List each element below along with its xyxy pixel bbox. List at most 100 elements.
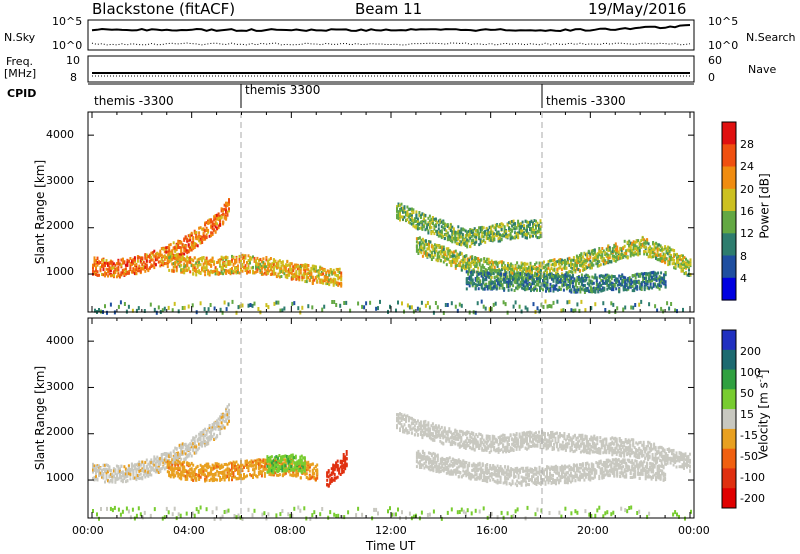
data-cell bbox=[263, 265, 266, 269]
data-cell bbox=[518, 304, 521, 309]
data-cell bbox=[636, 272, 639, 276]
data-cell bbox=[502, 261, 505, 265]
data-cell bbox=[620, 247, 623, 251]
data-cell bbox=[525, 278, 528, 282]
data-cell bbox=[485, 283, 488, 287]
data-cell bbox=[310, 271, 313, 275]
data-cell bbox=[474, 278, 477, 282]
data-cell bbox=[171, 461, 174, 465]
data-cell bbox=[211, 220, 214, 224]
data-cell bbox=[320, 281, 323, 285]
data-cell bbox=[325, 282, 328, 286]
data-cell bbox=[640, 282, 643, 286]
data-cell bbox=[105, 272, 108, 276]
data-cell bbox=[108, 268, 111, 272]
data-cell bbox=[497, 239, 500, 243]
data-cell bbox=[643, 245, 646, 249]
data-cell bbox=[205, 266, 208, 270]
data-cell bbox=[406, 303, 409, 308]
data-cell bbox=[163, 461, 166, 465]
data-cell bbox=[271, 262, 274, 266]
data-cell bbox=[579, 277, 582, 281]
data-cell bbox=[659, 257, 662, 260]
data-cell bbox=[198, 226, 201, 230]
data-cell bbox=[112, 273, 115, 277]
data-cell bbox=[293, 272, 296, 276]
data-cell bbox=[226, 413, 229, 417]
data-cell bbox=[447, 247, 450, 251]
data-cell bbox=[634, 282, 637, 286]
data-cell bbox=[308, 269, 311, 273]
data-cell bbox=[436, 229, 439, 233]
data-cell bbox=[452, 228, 455, 232]
data-cell bbox=[467, 229, 470, 233]
data-cell bbox=[631, 248, 634, 252]
data-cell bbox=[222, 418, 225, 422]
data-cell bbox=[465, 262, 468, 266]
data-cell bbox=[266, 263, 269, 266]
data-cell bbox=[156, 466, 159, 470]
data-cell bbox=[186, 444, 189, 448]
data-cell bbox=[202, 269, 205, 273]
data-cell bbox=[635, 245, 638, 249]
data-cell bbox=[487, 228, 490, 232]
data-cell bbox=[588, 283, 591, 287]
data-cell bbox=[253, 301, 256, 306]
data-cell bbox=[163, 306, 166, 311]
data-cell bbox=[407, 213, 410, 217]
data-cell bbox=[171, 308, 174, 313]
data-cell bbox=[498, 286, 501, 290]
data-cell bbox=[409, 207, 412, 211]
data-cell bbox=[269, 273, 272, 276]
data-cell bbox=[506, 283, 509, 287]
data-cell bbox=[171, 253, 174, 256]
data-cell bbox=[615, 281, 618, 284]
data-cell bbox=[489, 284, 492, 288]
data-cell bbox=[595, 258, 598, 262]
data-cell bbox=[463, 260, 466, 264]
data-cell bbox=[223, 419, 226, 423]
data-cell bbox=[220, 421, 223, 425]
data-cell bbox=[590, 250, 593, 254]
data-cell bbox=[96, 465, 99, 469]
data-cell bbox=[111, 475, 114, 479]
data-cell bbox=[433, 227, 436, 231]
data-cell bbox=[559, 265, 562, 269]
data-cell bbox=[235, 260, 238, 264]
data-cell bbox=[220, 425, 223, 429]
data-cell bbox=[560, 308, 563, 313]
data-cell bbox=[210, 264, 213, 267]
data-cell bbox=[655, 275, 658, 279]
data-cell bbox=[538, 267, 541, 271]
data-cell bbox=[634, 276, 637, 280]
data-cell bbox=[604, 251, 607, 255]
data-cell bbox=[637, 272, 640, 276]
data-cell bbox=[420, 251, 423, 255]
data-cell bbox=[187, 443, 190, 447]
data-cell bbox=[92, 263, 94, 267]
data-cell bbox=[643, 252, 646, 256]
data-cell bbox=[652, 270, 655, 274]
freq-nave-panel bbox=[87, 55, 695, 83]
data-cell bbox=[228, 408, 230, 412]
data-cell bbox=[471, 283, 474, 287]
data-cell bbox=[448, 226, 451, 230]
data-cell bbox=[189, 238, 192, 242]
data-cell bbox=[460, 235, 463, 239]
data-cell bbox=[93, 464, 96, 468]
data-cell bbox=[107, 263, 109, 267]
data-cell bbox=[162, 465, 165, 469]
data-cell bbox=[580, 256, 583, 260]
data-cell bbox=[474, 257, 477, 261]
data-cell bbox=[568, 269, 571, 273]
data-cell bbox=[375, 306, 378, 311]
data-cell bbox=[163, 452, 166, 456]
data-cell bbox=[458, 242, 461, 246]
data-cell bbox=[428, 219, 431, 223]
data-cell bbox=[517, 271, 520, 275]
data-cell bbox=[108, 265, 111, 269]
data-cell bbox=[498, 261, 501, 265]
data-cell bbox=[480, 265, 483, 269]
data-cell bbox=[484, 232, 487, 236]
data-cell bbox=[127, 472, 130, 476]
